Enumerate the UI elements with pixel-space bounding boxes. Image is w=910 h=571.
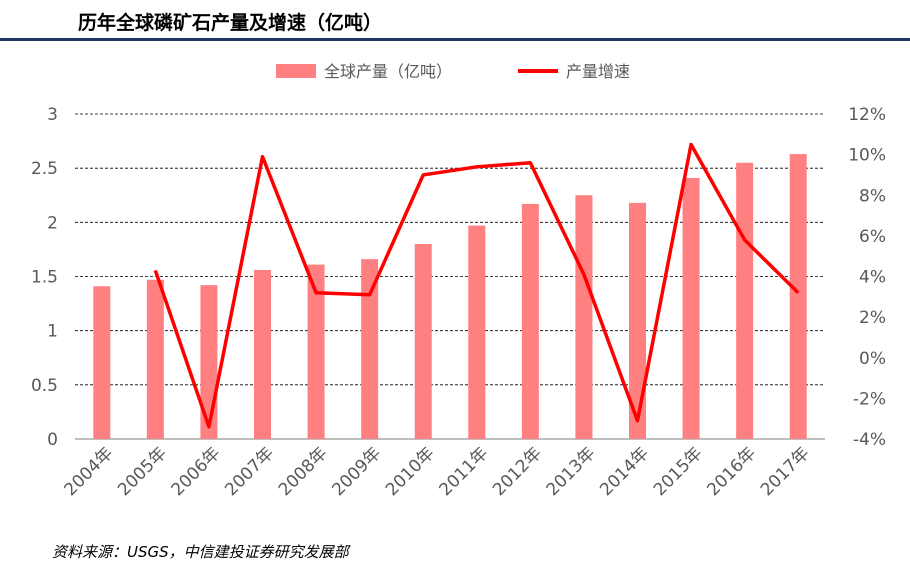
right-axis-tick-label: 6% [859,227,886,247]
title-divider [0,38,910,41]
x-axis-tick-label: 2007年 [221,443,278,500]
x-axis-tick-label: 2016年 [703,443,760,500]
bar [307,264,325,439]
left-axis-tick-label: 0.5 [31,376,58,396]
right-axis-tick-label: 2% [859,308,886,328]
x-axis-tick-label: 2017年 [757,443,814,500]
legend-line-label: 产量增速 [566,62,630,81]
page-title: 历年全球磷矿石产量及增速（亿吨） [78,12,383,34]
bar [521,203,539,439]
x-axis-tick-label: 2011年 [436,443,493,500]
right-axis-tick-label: 12% [848,105,886,125]
line-series [153,142,800,429]
x-axis-tick-label: 2004年 [61,443,118,500]
right-axis-tick-label: 0% [859,349,886,369]
bar [575,195,593,439]
bar [629,202,646,439]
legend-bar-label: 全球产量（亿吨） [324,62,452,81]
x-axis-tick-label: 2015年 [650,443,707,500]
left-axis-tick-label: 1.5 [31,268,58,288]
right-axis-tick-label: -2% [853,389,886,409]
bar [682,177,700,439]
bar [468,225,486,439]
right-axis: -4% -2% 0% 2% 4% 6% 8% 10% 12% [848,105,886,450]
left-axis-tick-label: 1 [47,322,58,342]
right-axis-tick-label: 8% [859,186,886,206]
bar [200,285,218,439]
x-axis-tick-label: 2013年 [543,443,600,500]
left-axis-tick-label: 0 [47,430,58,450]
x-axis-tick-label: 2008年 [275,443,332,500]
bar [254,270,271,439]
x-axis-tick-label: 2006年 [168,443,225,500]
growth-line [153,142,800,429]
bar [361,259,379,439]
right-axis-tick-label: 10% [848,146,886,166]
legend-bar-swatch [276,64,316,78]
x-axis: 2004年2005年2006年2007年2008年2009年2010年2011年… [61,443,814,500]
x-axis-tick-label: 2014年 [596,443,653,500]
legend: 全球产量（亿吨） 产量增速 [276,62,630,81]
left-axis-tick-label: 2.5 [31,159,58,179]
bar [414,244,432,439]
bar [146,279,164,439]
bar [789,154,807,440]
left-axis-tick-label: 3 [47,105,58,125]
x-axis-tick-label: 2009年 [328,443,385,500]
x-axis-tick-label: 2012年 [489,443,546,500]
bar [93,286,111,439]
bar [736,162,754,439]
left-axis: 0 0.5 1 1.5 2 2.5 3 [31,105,58,450]
right-axis-tick-label: 4% [859,268,886,288]
source-note: 资料来源：USGS，中信建投证券研究发展部 [52,543,349,561]
x-axis-tick-label: 2005年 [114,443,171,500]
right-axis-tick-label: -4% [853,430,886,450]
grid-lines [75,113,825,440]
x-axis-tick-label: 2010年 [382,443,439,500]
left-axis-tick-label: 2 [47,213,58,233]
